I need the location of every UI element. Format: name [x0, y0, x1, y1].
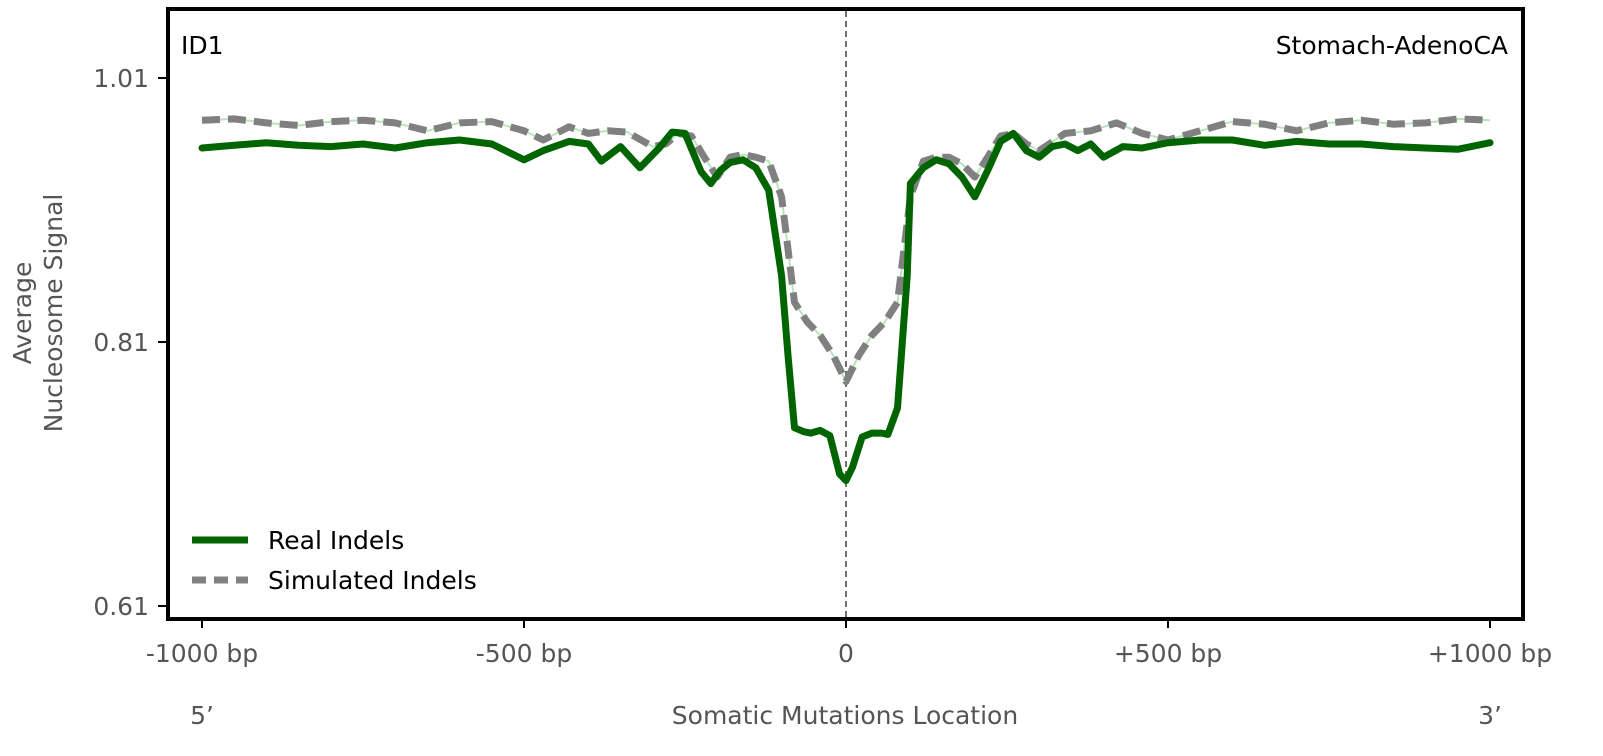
- x-tick-label: +1000 bp: [1428, 639, 1552, 668]
- y-axis-title-line1: Average: [8, 262, 37, 365]
- legend: Real Indels Simulated Indels: [192, 526, 477, 595]
- three-prime-label: 3’: [1478, 701, 1502, 730]
- y-axis-title: Average Nucleosome Signal: [8, 194, 68, 433]
- series-line-real-indels: [198, 128, 1494, 485]
- legend-label-real-indels: Real Indels: [268, 526, 404, 555]
- x-tick-label: +500 bp: [1114, 639, 1222, 668]
- x-axis-ticks: -1000 bp -500 bp 0 +500 bp +1000 bp: [146, 619, 1552, 668]
- y-axis-title-line2: Nucleosome Signal: [39, 194, 68, 433]
- y-tick-label: 0.61: [93, 592, 149, 621]
- series-line-simulated-indels: [201, 115, 1491, 386]
- legend-label-simulated-indels: Simulated Indels: [268, 566, 477, 595]
- x-axis-title: Somatic Mutations Location: [672, 701, 1018, 730]
- series-group: [198, 115, 1494, 485]
- x-tick-label: 0: [838, 639, 854, 668]
- five-prime-label: 5’: [190, 701, 214, 730]
- cancer-type-label: Stomach-AdenoCA: [1276, 31, 1508, 60]
- x-tick-label: -1000 bp: [146, 639, 258, 668]
- y-tick-label: 0.81: [93, 328, 149, 357]
- y-tick-label: 1.01: [93, 64, 149, 93]
- x-tick-label: -500 bp: [476, 639, 572, 668]
- y-axis-ticks: 0.61 0.81 1.01: [93, 64, 168, 621]
- signature-label: ID1: [181, 31, 224, 60]
